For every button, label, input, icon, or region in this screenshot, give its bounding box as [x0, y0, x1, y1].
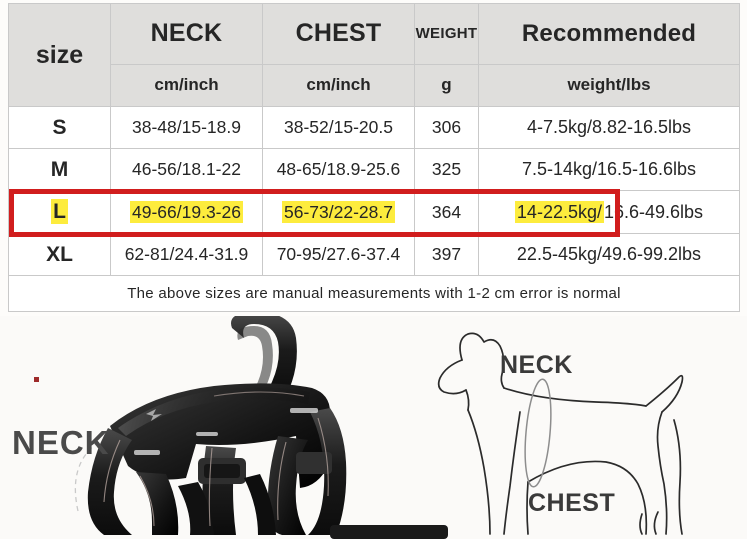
- cell-weight-m: 325: [414, 148, 479, 191]
- column-header-neck: NECK: [110, 3, 263, 65]
- dog-measurement-diagram: [437, 332, 684, 535]
- dog-paw-hint-2: [639, 513, 643, 535]
- table-row: M 46-56/18.1-22 48-65/18.9-25.6 325 7.5-…: [8, 148, 740, 191]
- cell-neck-l: 49-66/19.3-26: [110, 190, 263, 234]
- dog-belly-outline: [527, 460, 648, 535]
- cell-recommended-m: 7.5-14kg/16.5-16.6lbs: [478, 148, 740, 191]
- table-row-selected: L 49-66/19.3-26 56-73/22-28.7 364 14-22.…: [8, 190, 740, 234]
- harness-left-shoulder-strap: [87, 428, 132, 535]
- harness-handle-sheen: [237, 326, 273, 394]
- table-header-row-main: size NECK CHEST WEIGHT Recommended: [8, 3, 740, 107]
- highlight-recommended-l: 14-22.5kg/: [514, 200, 604, 223]
- dog-muzzle-outline: [437, 359, 467, 395]
- dog-paw-hint-1: [653, 511, 659, 535]
- harness-center-buckle-inner: [204, 464, 240, 478]
- column-unit-weight: g: [414, 63, 479, 108]
- dog-rear-leg-outline: [656, 411, 668, 535]
- harness-top-handle: [231, 316, 297, 396]
- harness-right-buckle: [296, 452, 332, 474]
- harness-gloss-highlight: [118, 387, 310, 436]
- cell-size-l: L: [8, 190, 111, 234]
- size-chart-table: size NECK CHEST WEIGHT Recommended cm/in…: [8, 3, 740, 312]
- column-header-recommended: Recommended: [478, 3, 740, 65]
- dog-chest-label: CHEST: [528, 489, 616, 517]
- cell-size-xl: XL: [8, 233, 111, 276]
- table-footnote-row: The above sizes are manual measurements …: [8, 275, 740, 312]
- cell-weight-xl: 397: [414, 233, 479, 276]
- dog-mid-leg-outline: [526, 481, 529, 535]
- cell-size-s: S: [8, 106, 111, 149]
- highlight-chest-l: 56-73/22-28.7: [282, 200, 395, 223]
- highlight-neck-l: 49-66/19.3-26: [130, 200, 243, 223]
- harness-lower-strap: [178, 482, 214, 535]
- dog-tail-outline: [645, 374, 684, 413]
- column-unit-neck: cm/inch: [110, 63, 263, 108]
- dog-front-leg-outline: [503, 411, 521, 535]
- column-unit-chest: cm/inch: [262, 63, 415, 108]
- cell-chest-s: 38-52/15-20.5: [262, 106, 415, 149]
- cell-chest-m: 48-65/18.9-25.6: [262, 148, 415, 191]
- harness-reflective-patches: [134, 408, 318, 455]
- dog-back-outline: [503, 387, 647, 407]
- cell-neck-xl: 62-81/24.4-31.9: [110, 233, 263, 276]
- dog-jaw-outline: [465, 389, 470, 411]
- cell-size-m: M: [8, 148, 111, 191]
- column-unit-recommended: weight/lbs: [478, 63, 740, 108]
- harness-left-chest-strap: [136, 472, 179, 535]
- table-footnote: The above sizes are manual measurements …: [8, 275, 740, 312]
- cell-recommended-l-rest: 16.6-49.6lbs: [603, 201, 704, 222]
- harness-neck-label: NECK: [12, 424, 110, 461]
- table-row: S 38-48/15-18.9 38-52/15-20.5 306 4-7.5k…: [8, 106, 740, 149]
- table-row: XL 62-81/24.4-31.9 70-95/27.6-37.4 397 2…: [8, 233, 740, 276]
- harness-lower-strap-2: [244, 474, 276, 535]
- dog-rear-leg-back-outline: [673, 419, 683, 535]
- girth-measure-ellipse: [524, 378, 552, 488]
- column-header-weight: WEIGHT: [414, 3, 479, 65]
- dog-front-shoulder-outline: [467, 409, 491, 535]
- table-header-row-units: cm/inch cm/inch g weight/lbs: [9, 63, 740, 108]
- cell-recommended-l: 14-22.5kg/16.6-49.6lbs: [478, 190, 740, 234]
- dog-neck-label: NECK: [500, 351, 573, 379]
- illustration-area: [0, 316, 747, 539]
- cell-neck-m: 46-56/18.1-22: [110, 148, 263, 191]
- size-chart-table-container: size NECK CHEST WEIGHT Recommended cm/in…: [8, 3, 740, 312]
- cell-recommended-s: 4-7.5kg/8.82-16.5lbs: [478, 106, 740, 149]
- highlight-size-l: L: [51, 199, 68, 224]
- cell-chest-xl: 70-95/27.6-37.4: [262, 233, 415, 276]
- column-header-chest: CHEST: [262, 3, 415, 65]
- cell-weight-s: 306: [414, 106, 479, 149]
- cell-weight-l: 364: [414, 190, 479, 234]
- red-dot-marker: [34, 377, 39, 382]
- cell-recommended-xl: 22.5-45kg/49.6-99.2lbs: [478, 233, 740, 276]
- column-header-size: size: [8, 3, 111, 107]
- cell-neck-s: 38-48/15-18.9: [110, 106, 263, 149]
- cell-chest-l: 56-73/22-28.7: [262, 190, 415, 234]
- harness-bottom-edge-detail: [330, 525, 448, 539]
- harness-product-photo: [74, 316, 347, 535]
- dog-head-outline: [459, 332, 505, 389]
